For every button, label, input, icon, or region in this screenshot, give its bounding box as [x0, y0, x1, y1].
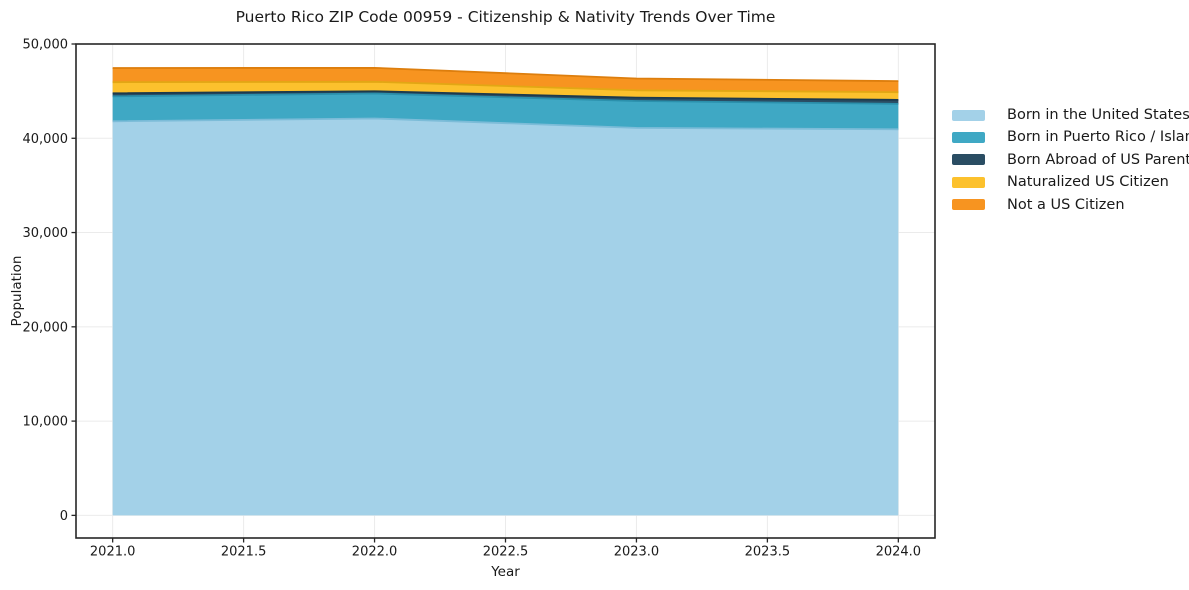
legend-item-3: Naturalized US Citizen — [952, 171, 1189, 193]
area-edge-2 — [112, 90, 899, 101]
area-layer-3 — [112, 81, 899, 100]
area-edge-3 — [112, 80, 899, 94]
legend-label: Born in the United States — [1007, 106, 1189, 123]
x-tick-label: 2023.5 — [745, 545, 791, 560]
area-edge-4 — [112, 66, 899, 83]
legend-swatch-icon — [952, 199, 985, 211]
y-tick-label: 50,000 — [23, 38, 69, 53]
y-tick-label: 0 — [60, 509, 68, 524]
x-axis-title: Year — [491, 564, 520, 580]
chart-title: Puerto Rico ZIP Code 00959 - Citizenship… — [235, 8, 776, 26]
y-tick-label: 10,000 — [23, 415, 69, 430]
legend-item-1: Born in Puerto Rico / Islands — [952, 126, 1189, 148]
legend-swatch-icon — [952, 154, 985, 166]
area-layer-2 — [112, 91, 899, 104]
legend-item-2: Born Abroad of US Parent(s) — [952, 149, 1189, 171]
y-tick-label: 40,000 — [23, 132, 69, 147]
legend: Born in the United States Born in Puerto … — [952, 104, 1189, 216]
legend-label: Born in Puerto Rico / Islands — [1007, 129, 1189, 146]
legend-item-4: Not a US Citizen — [952, 194, 1189, 216]
area-layer-4 — [112, 67, 899, 93]
legend-label: Born Abroad of US Parent(s) — [1007, 151, 1189, 168]
y-tick-label: 20,000 — [23, 320, 69, 335]
x-tick-label: 2021.0 — [90, 545, 136, 560]
y-tick-label: 30,000 — [23, 226, 69, 241]
area-edge-0 — [112, 117, 899, 131]
legend-label: Naturalized US Citizen — [1007, 174, 1169, 191]
x-tick-label: 2023.0 — [614, 545, 660, 560]
area-layer-0 — [112, 118, 899, 516]
x-tick-label: 2021.5 — [221, 545, 267, 560]
area-edge-1 — [112, 92, 899, 105]
legend-swatch-icon — [952, 176, 985, 188]
legend-item-0: Born in the United States — [952, 104, 1189, 126]
x-tick-label: 2022.0 — [352, 545, 398, 560]
legend-swatch-icon — [952, 132, 985, 144]
legend-label: Not a US Citizen — [1007, 196, 1125, 213]
x-tick-label: 2022.5 — [483, 545, 529, 560]
x-tick-label: 2024.0 — [876, 545, 922, 560]
legend-swatch-icon — [952, 109, 985, 121]
